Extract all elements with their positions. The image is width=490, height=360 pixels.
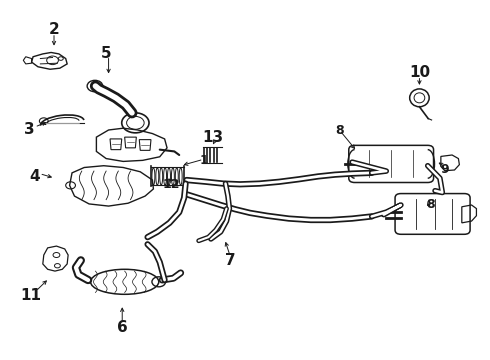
FancyBboxPatch shape [395,194,470,234]
Text: 11: 11 [20,288,41,302]
Text: 5: 5 [101,46,111,61]
Text: 1: 1 [199,154,208,167]
Text: 6: 6 [117,320,127,335]
Text: 8: 8 [336,124,344,137]
Text: 12: 12 [162,178,180,191]
Text: 9: 9 [441,163,449,176]
Text: 10: 10 [409,65,430,80]
Text: 13: 13 [203,130,224,145]
FancyBboxPatch shape [349,145,434,183]
Text: 3: 3 [24,122,35,138]
Text: 4: 4 [29,169,40,184]
Text: 2: 2 [49,22,59,37]
Text: 7: 7 [225,253,236,268]
Text: 8: 8 [426,198,435,211]
